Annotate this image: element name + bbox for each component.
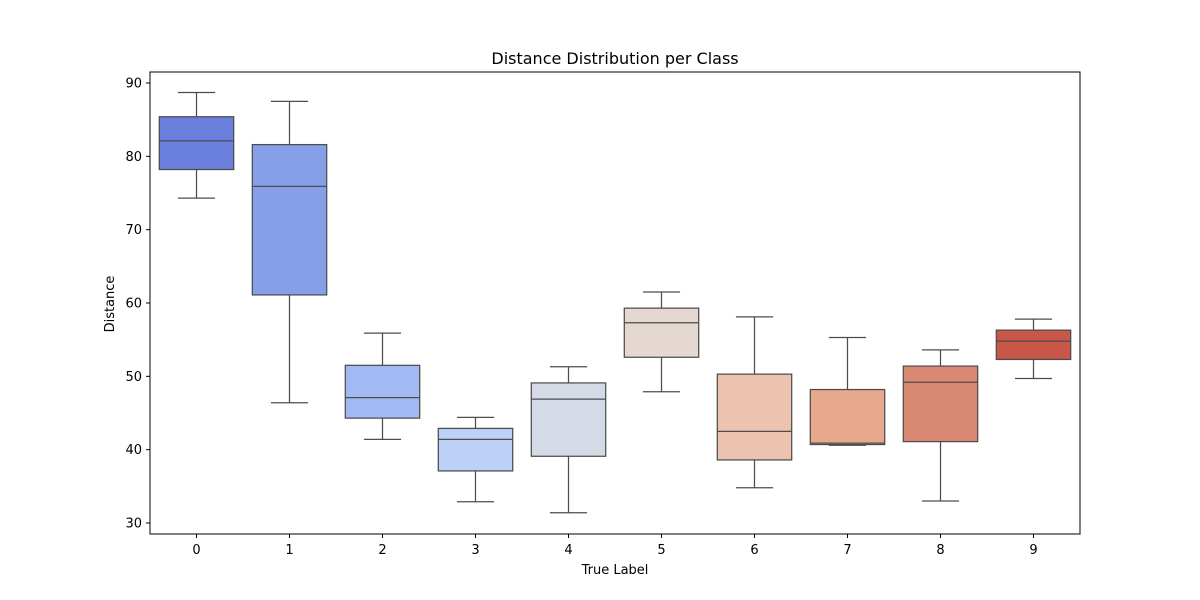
x-tick-label: 8 <box>936 543 944 558</box>
box-class-6 <box>716 373 793 461</box>
box-class-8 <box>902 365 979 443</box>
plot-frame <box>149 71 1081 535</box>
y-tick-label: 30 <box>125 517 142 532</box>
box-class-3 <box>437 427 514 472</box>
y-axis-label: Distance <box>103 276 118 333</box>
box-class-5 <box>623 307 700 358</box>
plot-area: 30 40 50 60 70 80 90 0 1 2 3 4 5 6 7 8 9 <box>125 77 1072 558</box>
chart-title: Distance Distribution per Class <box>491 49 738 68</box>
y-tick-label: 70 <box>125 223 142 238</box>
x-tick-label: 0 <box>192 543 200 558</box>
y-tick-label: 50 <box>125 370 142 385</box>
y-tick-label: 40 <box>125 443 142 458</box>
box-class-0 <box>158 116 235 171</box>
x-tick-label: 6 <box>750 543 758 558</box>
x-tick-label: 1 <box>285 543 293 558</box>
box-class-9 <box>995 329 1072 361</box>
box-class-4 <box>530 382 607 457</box>
x-tick-label: 3 <box>471 543 479 558</box>
box-class-2 <box>344 364 421 419</box>
x-tick-label: 9 <box>1029 543 1037 558</box>
x-tick-label: 7 <box>843 543 851 558</box>
box-class-7 <box>809 388 886 446</box>
x-tick-label: 5 <box>657 543 665 558</box>
x-tick-label: 2 <box>378 543 386 558</box>
y-tick-label: 80 <box>125 150 142 165</box>
box-class-1 <box>251 143 328 296</box>
x-axis-label: True Label <box>581 563 649 578</box>
y-tick-label: 60 <box>125 297 142 312</box>
y-tick-label: 90 <box>125 77 142 92</box>
x-tick-label: 4 <box>564 543 572 558</box>
